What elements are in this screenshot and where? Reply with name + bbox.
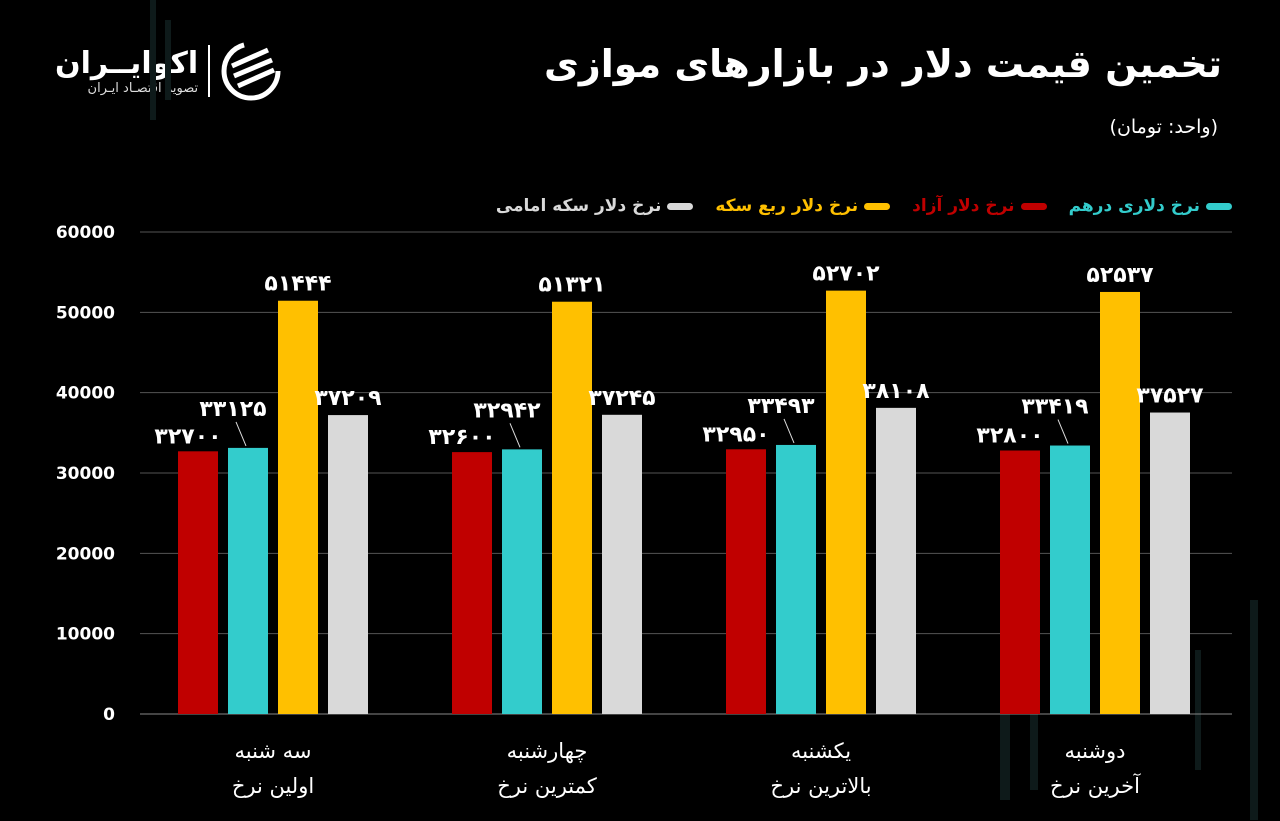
category-label: اولین نرخ (232, 774, 314, 798)
data-label: ۵۲۵۳۷ (1086, 263, 1154, 288)
background-candle (1195, 650, 1201, 770)
legend-label: نرخ دلار سکه امامی (495, 196, 662, 216)
data-label: ۳۷۲۰۹ (314, 386, 381, 411)
category-label: بالاترین نرخ (770, 774, 871, 798)
legend-swatch (1020, 202, 1047, 210)
bar (278, 300, 318, 714)
category-label: دوشنبه (1064, 739, 1125, 763)
y-tick-label: 0 (103, 705, 115, 725)
data-label: ۳۸۱۰۸ (862, 379, 930, 404)
legend-swatch (667, 202, 694, 210)
bar (776, 444, 816, 714)
background-candle (1030, 640, 1038, 790)
legend-item: نرخ دلار ربع سکه (715, 196, 891, 216)
bar (178, 451, 218, 714)
y-tick-label: 20000 (56, 544, 115, 564)
leader-line (1057, 419, 1069, 444)
bar (602, 414, 642, 714)
legend-item: نرخ دلار آزاد (912, 196, 1047, 216)
bar (228, 447, 268, 714)
logo-name: اکوایــران (55, 45, 199, 81)
data-label: ۵۲۷۰۲ (812, 262, 880, 287)
legend-item: نرخ دلار سکه امامی (496, 196, 694, 216)
data-label: ۳۷۲۴۵ (588, 386, 655, 411)
chart-title: تخمین قیمت دلار در بازارهای موازی (544, 42, 1222, 86)
background-candle (165, 20, 171, 100)
leader-line (509, 423, 521, 448)
data-label: ۳۲۶۰۰ (428, 425, 495, 450)
unit-label: (واحد: تومان) (1109, 116, 1218, 138)
data-label: ۳۲۹۴۲ (473, 398, 541, 423)
legend-label: نرخ دلار ربع سکه (715, 196, 859, 216)
logo-divider (208, 45, 211, 97)
category-label: سه شنبه (234, 739, 311, 763)
bar (726, 449, 766, 714)
background-candle (1250, 600, 1258, 820)
category-label: آخرین نرخ (1050, 773, 1141, 798)
data-label: ۳۲۸۰۰ (976, 424, 1043, 449)
bar (552, 301, 592, 714)
category-label: کمترین نرخ (497, 774, 597, 798)
logo-mark-icon (221, 41, 281, 101)
y-tick-label: 60000 (56, 223, 115, 243)
y-tick-label: 40000 (56, 384, 115, 404)
bar (1150, 412, 1190, 714)
legend-label: نرخ دلار آزاد (912, 196, 1015, 216)
legend: نرخ دلاری درهم نرخ دلار آزاد نرخ دلار ربع … (496, 196, 1232, 216)
data-label: ۳۲۹۵۰ (702, 422, 769, 447)
data-label: ۳۲۷۰۰ (154, 424, 221, 449)
leader-line (235, 421, 247, 447)
legend-item: نرخ دلاری درهم (1069, 196, 1232, 216)
y-tick-label: 10000 (56, 625, 115, 645)
legend-swatch (1206, 202, 1232, 210)
bar (502, 449, 542, 714)
leader-line (783, 418, 795, 444)
background-candle (150, 0, 156, 120)
bar (452, 452, 492, 714)
category-label: چهارشنبه (507, 739, 588, 763)
bar (826, 290, 866, 714)
data-label: ۵۱۴۴۴ (264, 272, 331, 297)
bar (328, 415, 368, 714)
data-label: ۳۷۵۲۷ (1136, 384, 1204, 409)
legend-swatch (864, 202, 891, 210)
data-label: ۵۱۳۲۱ (538, 273, 605, 298)
bar (1000, 450, 1040, 714)
bar (1100, 291, 1140, 714)
data-label: ۳۳۴۱۹ (1021, 395, 1088, 420)
data-label: ۳۳۴۹۳ (747, 394, 815, 419)
data-label: ۳۳۱۲۵ (199, 397, 266, 422)
y-tick-label: 50000 (56, 303, 115, 323)
bar (876, 407, 916, 714)
category-label: یکشنبه (791, 739, 851, 763)
legend-label: نرخ دلاری درهم (1068, 196, 1200, 216)
y-tick-label: 30000 (56, 464, 115, 484)
bar (1050, 445, 1090, 714)
